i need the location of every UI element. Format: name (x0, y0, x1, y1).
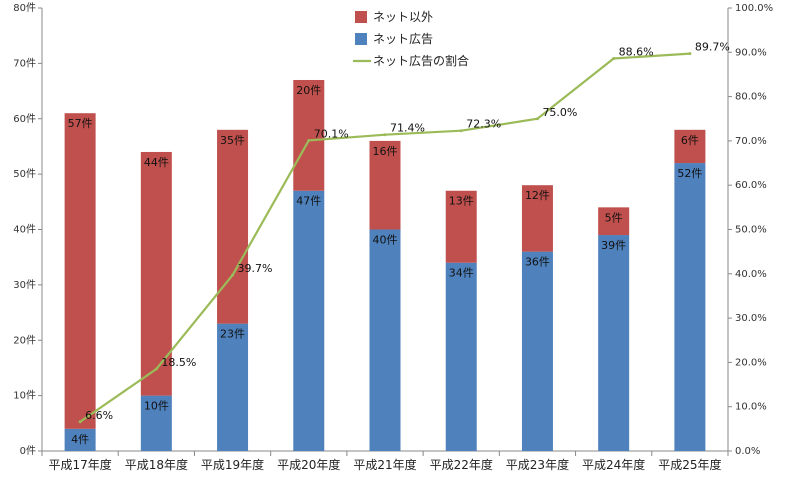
x-tick-label: 平成24年度 (582, 457, 645, 472)
x-tick-label: 平成21年度 (353, 457, 416, 472)
y-right-tick-label: 50.0% (735, 225, 767, 236)
line-point (535, 117, 539, 121)
y-right-tick-label: 30.0% (735, 313, 767, 324)
bar-non-net (445, 190, 477, 263)
bar-non-net (217, 129, 249, 324)
legend-swatch (355, 11, 367, 23)
bar-net-ad (64, 428, 96, 451)
data-label-non-net: 12件 (525, 189, 550, 202)
bar-net-ad (293, 190, 325, 452)
y-right-tick-label: 0.0% (735, 446, 760, 457)
bar-net-ad (445, 262, 477, 451)
bar-net-ad (140, 395, 172, 451)
line-point (231, 273, 235, 277)
bar-non-net (674, 129, 706, 164)
x-tick-label: 平成23年度 (506, 457, 569, 472)
bar-net-ad (674, 163, 706, 452)
y-left-tick-label: 80件 (13, 2, 36, 14)
bar-non-net (369, 140, 401, 230)
bar-net-ad (217, 323, 249, 451)
x-tick-label: 平成25年度 (658, 457, 721, 472)
line-point (307, 138, 311, 142)
data-label-non-net: 44件 (144, 156, 169, 169)
data-label-ratio: 18.5% (161, 356, 196, 369)
bar-net-ad (598, 235, 630, 451)
legend-label: ネット広告の割合 (373, 53, 469, 68)
data-label-net-ad: 47件 (296, 195, 321, 208)
legend-label: ネット広告 (373, 32, 433, 46)
data-label-ratio: 39.7% (238, 262, 273, 275)
data-label-ratio: 72.3% (466, 118, 501, 131)
data-label-non-net: 13件 (449, 195, 474, 208)
y-right-tick-label: 40.0% (735, 269, 767, 280)
line-point (459, 129, 463, 133)
y-left-tick-label: 0件 (20, 445, 36, 457)
x-tick-label: 平成22年度 (430, 457, 493, 472)
y-left-tick-label: 70件 (13, 57, 36, 69)
data-label-net-ad: 23件 (220, 328, 245, 341)
line-point (78, 420, 82, 424)
data-label-non-net: 6件 (681, 134, 699, 147)
y-right-tick-label: 90.0% (735, 47, 767, 58)
data-label-net-ad: 40件 (373, 234, 398, 247)
line-point (612, 57, 616, 61)
x-tick-label: 平成17年度 (48, 457, 111, 472)
data-label-non-net: 57件 (68, 117, 93, 130)
bar-non-net (293, 79, 325, 191)
y-right-tick-label: 70.0% (735, 136, 767, 147)
data-label-net-ad: 4件 (71, 433, 89, 446)
x-tick-label: 平成18年度 (125, 457, 188, 472)
data-label-net-ad: 52件 (677, 167, 702, 180)
y-left-tick-label: 50件 (13, 168, 36, 180)
data-label-ratio: 70.1% (314, 127, 349, 140)
data-label-ratio: 89.7% (695, 41, 730, 54)
data-label-non-net: 20件 (296, 84, 321, 97)
y-left-tick-label: 30件 (13, 279, 36, 291)
bar-net-ad (369, 229, 401, 451)
data-label-net-ad: 36件 (525, 256, 550, 269)
y-left-tick-label: 40件 (13, 224, 36, 236)
y-right-tick-label: 10.0% (735, 402, 767, 413)
x-tick-label: 平成19年度 (201, 457, 264, 472)
legend-swatch (355, 33, 367, 45)
bar-non-net (598, 207, 630, 236)
data-label-non-net: 35件 (220, 134, 245, 147)
data-label-ratio: 88.6% (619, 46, 654, 59)
plot-area: 0件 10件 20件 30件 40件 50件 60件 70件 80件 0.0% 10.0% 20.0%… (13, 2, 773, 472)
line-point (383, 133, 387, 137)
data-label-ratio: 71.4% (390, 122, 425, 135)
y-left-tick-label: 20件 (13, 334, 36, 346)
line-point (688, 52, 692, 56)
line-point (154, 367, 158, 371)
bar-net-ad (521, 251, 553, 451)
data-label-non-net: 5件 (605, 211, 623, 224)
y-left-tick-label: 10件 (13, 390, 36, 402)
bar-non-net (521, 185, 553, 252)
data-label-net-ad: 34件 (449, 267, 474, 280)
y-right-tick-label: 20.0% (735, 357, 767, 368)
data-label-ratio: 6.6% (85, 409, 113, 422)
bar-non-net (64, 113, 96, 429)
y-right-tick-label: 100.0% (735, 3, 773, 14)
data-label-net-ad: 10件 (144, 400, 169, 413)
y-right-tick-label: 80.0% (735, 92, 767, 103)
data-label-non-net: 16件 (373, 145, 398, 158)
data-label-ratio: 75.0% (542, 106, 577, 119)
y-left-tick-label: 60件 (13, 113, 36, 125)
data-label-net-ad: 39件 (601, 239, 626, 252)
y-right-tick-label: 60.0% (735, 180, 767, 191)
legend-label: ネット以外 (373, 10, 433, 24)
x-tick-label: 平成20年度 (277, 457, 340, 472)
